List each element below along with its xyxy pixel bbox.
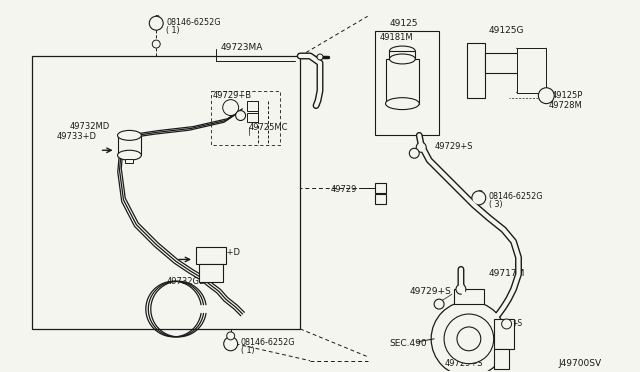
Text: 49729+S: 49729+S: [434, 142, 473, 151]
Circle shape: [410, 148, 419, 158]
Ellipse shape: [118, 150, 141, 160]
Text: 49732MD: 49732MD: [70, 122, 110, 131]
Text: 49729+S: 49729+S: [410, 287, 451, 296]
Text: 49728M: 49728M: [548, 101, 582, 110]
Circle shape: [444, 314, 493, 364]
Circle shape: [152, 40, 160, 48]
Bar: [374, 31, 439, 135]
Text: 49125G: 49125G: [489, 26, 524, 35]
Text: 49729: 49729: [330, 185, 356, 194]
Ellipse shape: [390, 54, 415, 64]
Circle shape: [223, 100, 239, 116]
Circle shape: [472, 191, 486, 205]
Text: SEC.490: SEC.490: [390, 339, 427, 348]
Circle shape: [457, 327, 481, 351]
Bar: [390, 51, 415, 59]
Text: 49733+D: 49733+D: [57, 132, 97, 141]
Bar: [454, 289, 484, 304]
Circle shape: [434, 299, 444, 309]
Text: ( 3): ( 3): [489, 200, 502, 209]
Bar: [118, 135, 141, 155]
Bar: [484, 53, 520, 73]
Text: 49717M: 49717M: [489, 269, 525, 278]
Ellipse shape: [390, 46, 415, 56]
Circle shape: [236, 110, 246, 121]
Bar: [196, 247, 226, 264]
Text: 49125P: 49125P: [551, 91, 582, 100]
Text: 08146-6252G: 08146-6252G: [166, 18, 221, 27]
Text: 49729+B: 49729+B: [213, 91, 252, 100]
Circle shape: [416, 142, 426, 152]
Text: 49733+D: 49733+D: [201, 247, 241, 257]
Text: 49729+S: 49729+S: [445, 359, 483, 368]
Circle shape: [502, 319, 511, 329]
Text: 08146-6252G: 08146-6252G: [241, 338, 295, 347]
Ellipse shape: [385, 98, 419, 110]
Bar: [467, 43, 484, 98]
Circle shape: [456, 284, 466, 294]
Circle shape: [431, 301, 507, 372]
Text: 49125: 49125: [390, 19, 418, 28]
Bar: [374, 194, 387, 204]
Bar: [385, 59, 419, 104]
Circle shape: [317, 54, 323, 60]
Text: 49732GB: 49732GB: [166, 277, 205, 286]
Text: 49181M: 49181M: [380, 33, 413, 42]
Bar: [516, 48, 547, 93]
Text: J49700SV: J49700SV: [558, 359, 602, 368]
Bar: [493, 349, 509, 369]
Bar: [125, 159, 133, 163]
Text: 08146-6252G: 08146-6252G: [489, 192, 543, 201]
Bar: [374, 183, 387, 193]
Circle shape: [227, 332, 235, 340]
Bar: [211, 91, 280, 145]
Circle shape: [149, 16, 163, 30]
Text: B: B: [229, 336, 234, 345]
Text: B: B: [477, 190, 483, 199]
Bar: [493, 319, 513, 349]
Ellipse shape: [118, 131, 141, 140]
Bar: [246, 113, 259, 122]
Text: ( 1): ( 1): [241, 346, 254, 355]
Bar: [199, 264, 223, 282]
Text: 49725MC: 49725MC: [248, 124, 288, 132]
Text: ( 1): ( 1): [166, 26, 180, 35]
Bar: [246, 101, 259, 110]
Circle shape: [224, 337, 237, 351]
Bar: [32, 56, 300, 329]
Text: B: B: [155, 15, 160, 24]
Text: 49723MA: 49723MA: [221, 43, 263, 52]
Circle shape: [538, 88, 554, 104]
Text: +S: +S: [511, 319, 523, 328]
